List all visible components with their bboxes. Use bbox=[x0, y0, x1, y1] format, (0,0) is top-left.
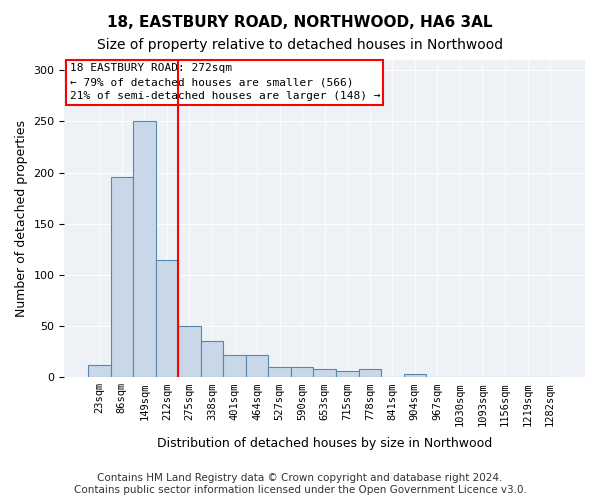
Bar bbox=[133, 122, 155, 378]
Bar bbox=[268, 367, 291, 378]
X-axis label: Distribution of detached houses by size in Northwood: Distribution of detached houses by size … bbox=[157, 437, 493, 450]
Bar bbox=[246, 355, 268, 378]
Bar bbox=[201, 342, 223, 378]
Bar bbox=[88, 365, 110, 378]
Y-axis label: Number of detached properties: Number of detached properties bbox=[15, 120, 28, 317]
Bar bbox=[336, 371, 359, 378]
Bar bbox=[178, 326, 201, 378]
Bar bbox=[110, 176, 133, 378]
Bar bbox=[155, 260, 178, 378]
Text: Size of property relative to detached houses in Northwood: Size of property relative to detached ho… bbox=[97, 38, 503, 52]
Bar bbox=[313, 369, 336, 378]
Bar bbox=[359, 369, 381, 378]
Bar bbox=[291, 367, 313, 378]
Text: Contains HM Land Registry data © Crown copyright and database right 2024.
Contai: Contains HM Land Registry data © Crown c… bbox=[74, 474, 526, 495]
Bar bbox=[223, 355, 246, 378]
Bar bbox=[404, 374, 426, 378]
Text: 18 EASTBURY ROAD: 272sqm
← 79% of detached houses are smaller (566)
21% of semi-: 18 EASTBURY ROAD: 272sqm ← 79% of detach… bbox=[70, 63, 380, 101]
Text: 18, EASTBURY ROAD, NORTHWOOD, HA6 3AL: 18, EASTBURY ROAD, NORTHWOOD, HA6 3AL bbox=[107, 15, 493, 30]
